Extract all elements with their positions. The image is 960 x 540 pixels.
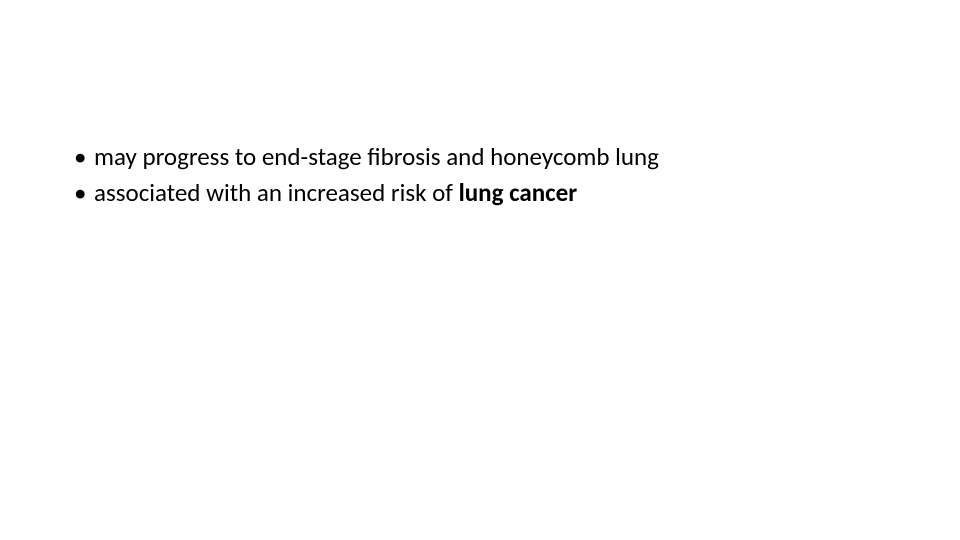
slide-body: may progress to end-stage fibrosis and h… bbox=[0, 0, 960, 540]
bullet-text-bold: lung cancer bbox=[459, 177, 577, 208]
bullet-text: associated with an increased risk of bbox=[94, 177, 459, 208]
bullet-text: may progress to end-stage fibrosis and h… bbox=[94, 141, 659, 172]
list-item: associated with an increased risk of lun… bbox=[70, 176, 890, 210]
list-item: may progress to end-stage fibrosis and h… bbox=[70, 140, 890, 174]
bullet-list: may progress to end-stage fibrosis and h… bbox=[70, 140, 890, 210]
